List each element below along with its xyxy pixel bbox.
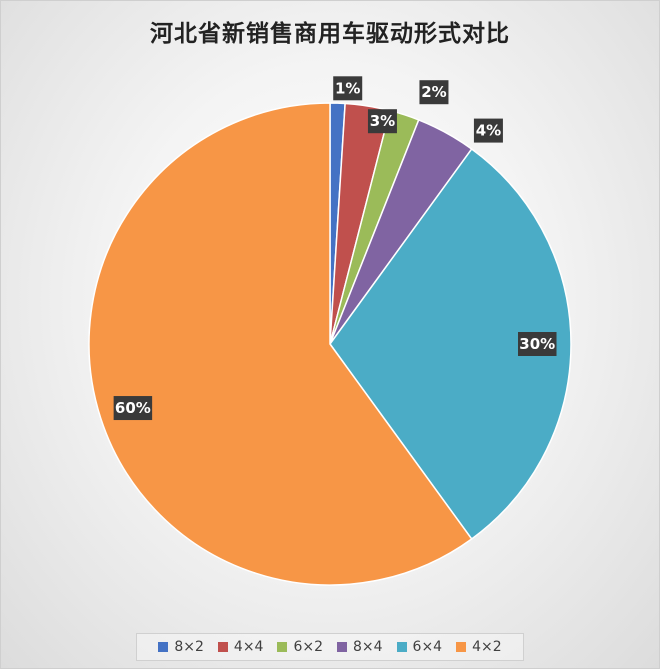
legend-swatch xyxy=(277,642,288,652)
legend-swatch xyxy=(337,642,347,652)
legend-label: 4×2 xyxy=(472,639,502,655)
chart-title: 河北省新销售商用车驱动形式对比 xyxy=(150,21,510,47)
legend-label: 8×4 xyxy=(353,639,383,655)
legend-swatch xyxy=(456,642,467,652)
data-label-text: 30% xyxy=(519,335,555,353)
legend-label: 6×2 xyxy=(293,639,323,655)
legend-item-8×4: 8×4 xyxy=(337,639,383,655)
data-label-text: 2% xyxy=(421,83,446,101)
legend-label: 4×4 xyxy=(233,639,264,655)
legend-item-6×2: 6×2 xyxy=(277,639,323,655)
data-label-6×4: 30% xyxy=(518,332,557,356)
data-label-4×4: 3% xyxy=(367,109,397,134)
data-label-box xyxy=(367,109,397,134)
chart-legend: 8×2 4×4 6×2 8×4 6×4 4×2 xyxy=(136,633,524,661)
legend-item-4×2: 4×2 xyxy=(456,639,502,655)
legend-label: 6×4 xyxy=(412,639,443,655)
data-label-text: 3% xyxy=(370,112,395,130)
legend-swatch xyxy=(158,642,169,652)
data-label-box xyxy=(113,396,153,421)
legend-item-8×2: 8×2 xyxy=(158,639,204,655)
data-label-text: 4% xyxy=(476,122,501,140)
legend-swatch xyxy=(217,642,228,652)
data-label-box xyxy=(473,118,503,143)
data-label-4×2: 60% xyxy=(113,396,153,421)
data-label-8×4: 4% xyxy=(473,118,503,143)
data-label-6×2: 2% xyxy=(419,80,449,105)
pie-slice-4×2 xyxy=(88,102,473,586)
data-label-box xyxy=(333,76,363,101)
pie-slice-6×4 xyxy=(329,147,572,541)
legend-item-6×4: 6×4 xyxy=(396,639,443,655)
data-label-box xyxy=(518,332,557,356)
data-label-8×2: 1% xyxy=(333,76,363,101)
legend-label: 8×2 xyxy=(174,639,204,655)
data-label-text: 1% xyxy=(335,79,360,97)
legend-swatch xyxy=(396,642,407,652)
legend-item-4×4: 4×4 xyxy=(217,639,264,655)
data-label-text: 60% xyxy=(115,399,151,417)
data-label-box xyxy=(419,80,449,105)
